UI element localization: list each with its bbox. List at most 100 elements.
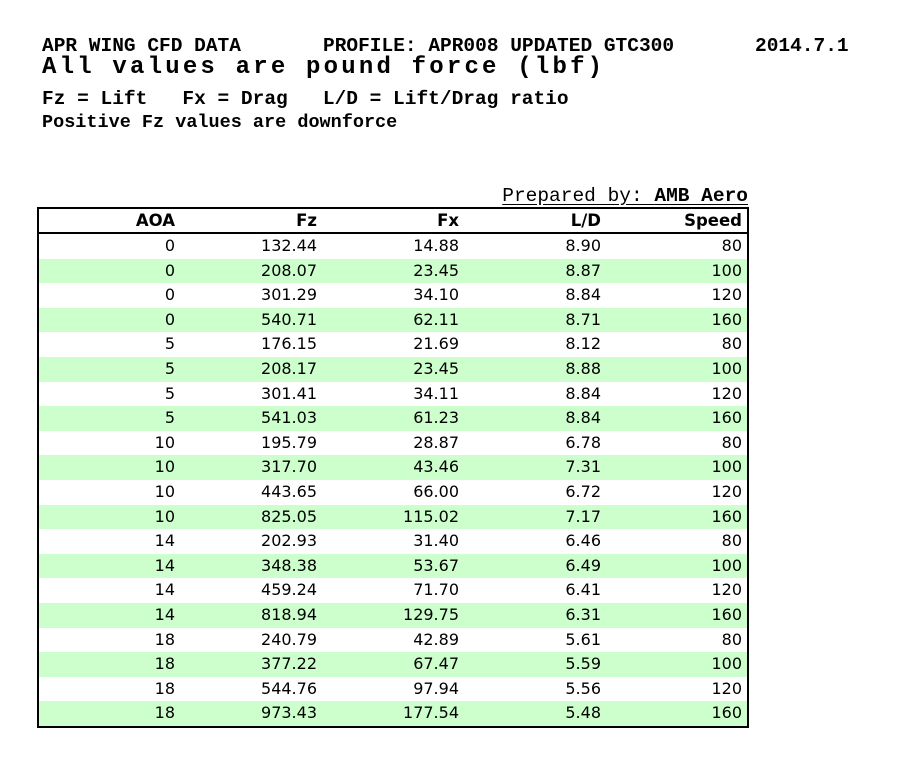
table-cell: 115.02 — [403, 506, 459, 526]
table-cell: 34.10 — [413, 285, 459, 305]
table-cell: 28.87 — [413, 432, 459, 452]
table-row: 10 443.65 66.00 6.72 120 — [38, 479, 748, 505]
table-cell: 240.79 — [261, 629, 317, 649]
table-cell: 5 — [164, 334, 175, 354]
table-cell: 301.29 — [261, 285, 317, 305]
table-cell: 208.07 — [261, 260, 317, 280]
table-cell: 0 — [164, 236, 175, 255]
table-row: 5 176.15 21.69 8.12 80 — [38, 332, 748, 357]
report-subtitle: All values are pound force (lbf) — [42, 54, 606, 81]
table-cell: 317.70 — [261, 457, 317, 477]
table-cell: 541.03 — [261, 408, 317, 428]
table-row: 5 301.41 34.11 8.84 120 — [38, 381, 748, 407]
table-row: 18 973.43 177.54 5.48 160 — [38, 701, 748, 727]
table-cell: 21.69 — [413, 334, 459, 354]
table-cell: 100 — [711, 654, 742, 674]
table-cell: 160 — [711, 703, 742, 723]
table-cell: 208.17 — [261, 358, 317, 378]
table-cell: 100 — [711, 555, 742, 575]
report-version: 2014.7.1 — [755, 35, 849, 57]
table-cell: 8.12 — [565, 334, 601, 354]
table-cell: 5 — [164, 408, 175, 428]
table-cell: 0 — [164, 260, 175, 280]
cfd-data-table: AOA Fz Fx L/D Speed 0 132.44 14.88 8.90 80 0 208.0… — [37, 207, 749, 728]
table-cell: 100 — [711, 358, 742, 378]
table-row: 10 317.70 43.46 7.31 100 — [38, 455, 748, 480]
table-row: 0 540.71 62.11 8.71 160 — [38, 307, 748, 333]
table-row: 0 132.44 14.88 8.90 80 — [38, 233, 748, 259]
table-cell: 5.56 — [565, 678, 601, 698]
table-cell: 160 — [711, 309, 742, 329]
table-cell: 14.88 — [413, 236, 459, 255]
table-row: 5 208.17 23.45 8.88 100 — [38, 356, 748, 382]
table-cell: 8.84 — [565, 285, 601, 305]
table-row: 14 348.38 53.67 6.49 100 — [38, 553, 748, 579]
table-cell: 120 — [711, 383, 742, 403]
table-cell: 42.89 — [413, 629, 459, 649]
data-table: AOA Fz Fx L/D Speed 0 132.44 14.88 8.90 80 0 208.0… — [37, 207, 749, 728]
table-cell: 301.41 — [261, 383, 317, 403]
table-cell: 348.38 — [261, 555, 317, 575]
report-legend: Fz = Lift Fx = Drag L/D = Lift/Drag rati… — [42, 88, 569, 110]
table-cell: 160 — [711, 408, 742, 428]
table-cell: 544.76 — [261, 678, 317, 698]
table-cell: 14 — [154, 580, 175, 600]
table-cell: 5.61 — [565, 629, 601, 649]
table-cell: 195.79 — [261, 432, 317, 452]
table-cell: 132.44 — [261, 236, 317, 255]
table-row: 14 459.24 71.70 6.41 120 — [38, 578, 748, 603]
report-title: APR WING CFD DATA — [42, 35, 241, 57]
table-cell: 973.43 — [261, 703, 317, 723]
table-row: 18 240.79 42.89 5.61 80 — [38, 627, 748, 653]
table-header-row: AOA Fz Fx L/D Speed — [38, 208, 748, 234]
table-cell: 0 — [164, 285, 175, 305]
table-cell: 18 — [154, 654, 175, 674]
table-cell: 6.49 — [565, 555, 601, 575]
table-cell: 18 — [154, 678, 175, 698]
table-cell: 202.93 — [261, 531, 317, 551]
table-row: 0 301.29 34.10 8.84 120 — [38, 283, 748, 308]
table-cell: 8.90 — [565, 236, 601, 255]
table-cell: 129.75 — [403, 604, 459, 624]
table-cell: 23.45 — [413, 358, 459, 378]
table-cell: 80 — [721, 334, 742, 354]
table-cell: 18 — [154, 629, 175, 649]
table-row: 18 377.22 67.47 5.59 100 — [38, 652, 748, 677]
table-cell: 120 — [711, 481, 742, 501]
table-cell: 825.05 — [261, 506, 317, 526]
table-cell: 6.78 — [565, 432, 601, 452]
table-cell: 18 — [154, 703, 175, 723]
table-row: 10 195.79 28.87 6.78 80 — [38, 430, 748, 456]
table-cell: 5.59 — [565, 654, 601, 674]
table-cell: 443.65 — [261, 481, 317, 501]
table-cell: 53.67 — [413, 555, 459, 575]
table-cell: 80 — [721, 531, 742, 551]
table-cell: 8.84 — [565, 408, 601, 428]
table-cell: 10 — [154, 506, 175, 526]
table-cell: 34.11 — [413, 383, 459, 403]
table-row: 5 541.03 61.23 8.84 160 — [38, 406, 748, 431]
table-cell: 160 — [711, 604, 742, 624]
table-cell: 14 — [154, 604, 175, 624]
table-cell: 66.00 — [413, 481, 459, 501]
table-cell: 23.45 — [413, 260, 459, 280]
table-cell: 540.71 — [261, 309, 317, 329]
column-header: Fz — [180, 208, 322, 234]
table-cell: 43.46 — [413, 457, 459, 477]
table-cell: 97.94 — [413, 678, 459, 698]
table-cell: 61.23 — [413, 408, 459, 428]
table-cell: 80 — [721, 236, 742, 255]
table-row: 14 818.94 129.75 6.31 160 — [38, 602, 748, 628]
table-cell: 120 — [711, 678, 742, 698]
table-cell: 7.31 — [565, 457, 601, 477]
table-cell: 80 — [721, 629, 742, 649]
table-row: 14 202.93 31.40 6.46 80 — [38, 529, 748, 554]
table-row: 0 208.07 23.45 8.87 100 — [38, 258, 748, 284]
table-cell: 5 — [164, 358, 175, 378]
table-cell: 6.41 — [565, 580, 601, 600]
prepared-by: Prepared by: AMB Aero — [502, 185, 748, 207]
column-header: Fx — [322, 208, 464, 234]
table-cell: 6.72 — [565, 481, 601, 501]
table-cell: 100 — [711, 260, 742, 280]
